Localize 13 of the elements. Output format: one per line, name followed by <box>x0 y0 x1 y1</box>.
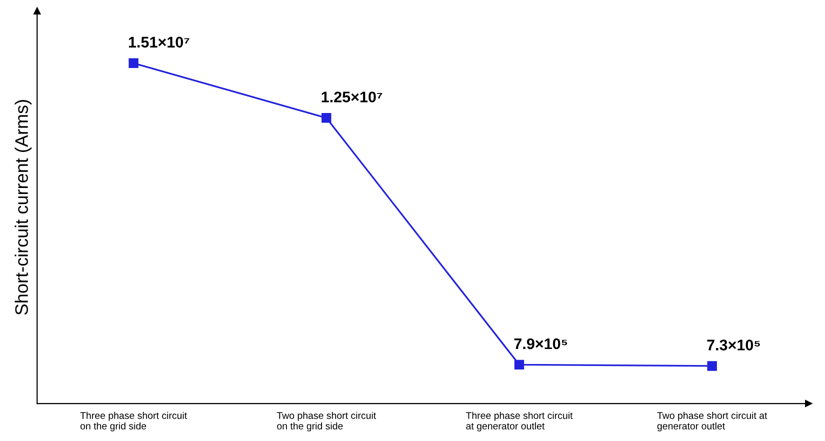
x-tick-label: Two phase short circuit at generator outlet <box>657 412 768 432</box>
y-axis-title: Short-circuit current (Arms) <box>14 100 32 315</box>
data-label: 1.51×10⁷ <box>128 36 190 48</box>
data-label: 7.9×10⁵ <box>514 338 568 350</box>
point <box>128 58 138 68</box>
data-label: 7.3×10⁵ <box>707 340 760 350</box>
point <box>322 113 332 123</box>
x-tick-label: Three phase short circuit at generator outlet <box>466 412 573 432</box>
x-tick-label: Two phase short circuit on the grid side <box>276 412 376 432</box>
data-label: 1.25×10⁷ <box>322 92 382 102</box>
point <box>707 361 717 371</box>
point <box>514 360 524 370</box>
x-tick-label: Three phase short circuit on the grid side <box>80 412 187 432</box>
